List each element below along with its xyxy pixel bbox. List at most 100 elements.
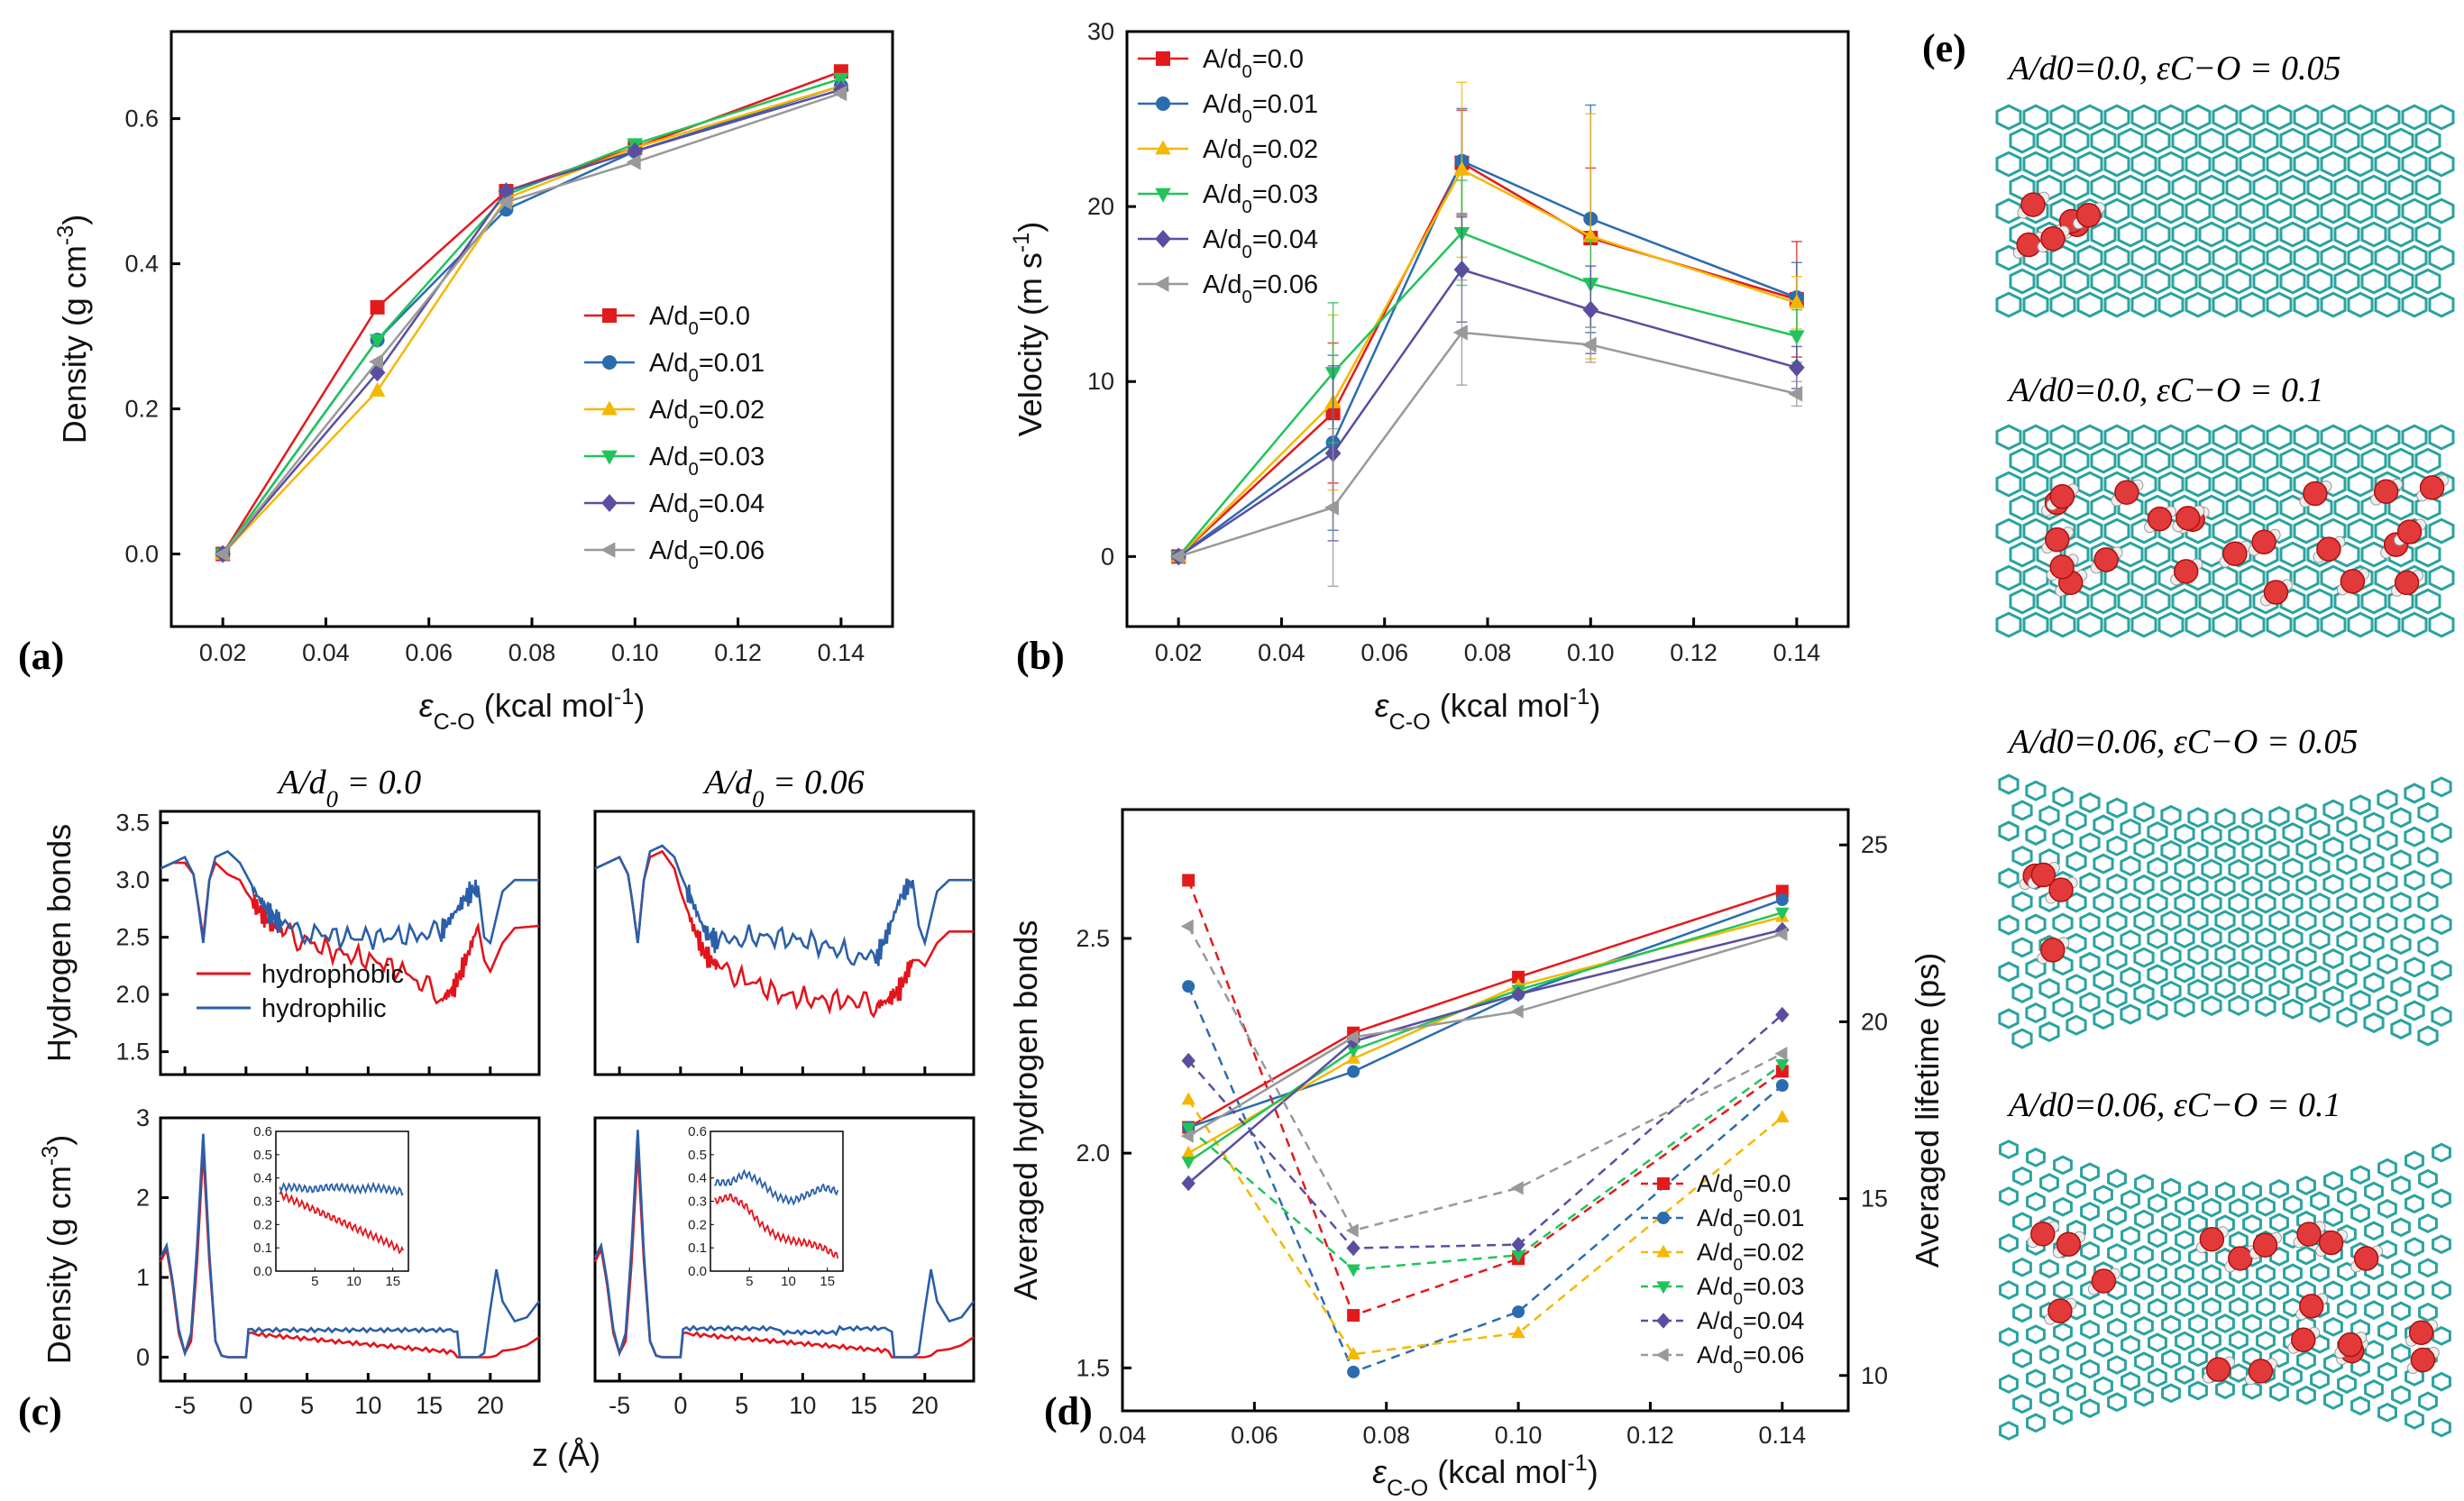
hexagon (2241, 944, 2263, 966)
hexagon (2185, 424, 2212, 451)
hexagon (2350, 1396, 2370, 1416)
hexagon (2103, 424, 2130, 451)
data-point (1581, 336, 1597, 353)
hexagon (2241, 910, 2263, 931)
oxygen-atom (2228, 1246, 2253, 1271)
oxygen-atom (2353, 1246, 2379, 1271)
legend-label: A/d0=0.03 (649, 443, 765, 480)
hexagon (2293, 151, 2320, 178)
y-tick-label: 3 (136, 1104, 150, 1131)
data-point (497, 194, 512, 210)
hexagon (2038, 977, 2060, 1000)
hexagon (2134, 1245, 2154, 1265)
hexagon (2117, 268, 2144, 295)
hexagon (2134, 1280, 2154, 1301)
hexagon (2103, 244, 2130, 271)
hexagon (2428, 517, 2455, 545)
hexagon (2103, 611, 2130, 638)
y-right-axis-label: Averaged lifetime (ps) (1909, 953, 1946, 1268)
hbond-data-point (1512, 970, 1525, 984)
hexagon (2093, 853, 2114, 874)
hexagon (2053, 1280, 2073, 1301)
x-tick-label: 10 (354, 1392, 381, 1419)
hexagon (2239, 244, 2266, 271)
oxygen-atom (2040, 938, 2066, 963)
hexagon (1999, 1374, 2019, 1394)
lifetime-data-point (1347, 1365, 1360, 1378)
inset-y-tick-label: 0.3 (253, 1194, 272, 1210)
x-axis-label: εC-O (kcal mol-1) (1375, 684, 1600, 735)
hexagon (1995, 471, 2022, 498)
hexagon (2350, 950, 2371, 972)
hexagon (2107, 1317, 2127, 1338)
lifetime-data-point (1511, 1325, 1525, 1339)
inset-line (713, 1193, 839, 1259)
hbond-data-point (1775, 893, 1789, 907)
hexagon (2310, 1262, 2330, 1283)
hexagon (2228, 961, 2249, 983)
hexagon (2387, 127, 2414, 154)
hexagon (2198, 127, 2225, 154)
lifetime-data-point (1346, 1346, 1360, 1359)
y-tick-label: 20 (1087, 193, 1114, 220)
hexagon (2214, 808, 2236, 829)
hexagon (2239, 151, 2266, 178)
hexagon (2266, 517, 2293, 545)
x-tick-label: 0.14 (1773, 639, 1821, 666)
hexagon (2391, 1217, 2411, 1238)
hexagon (2374, 151, 2401, 178)
legend-marker (1156, 96, 1170, 111)
hexagon (2121, 1371, 2140, 1392)
oxygen-atom (2045, 526, 2070, 553)
inset-x-tick-label: 15 (385, 1274, 400, 1289)
hexagon (2134, 1315, 2154, 1336)
hexagon (2174, 996, 2195, 1018)
hexagon (2363, 811, 2385, 833)
hexagon (2252, 268, 2279, 295)
lifetime-data-point (1510, 1181, 1524, 1195)
hexagon (2347, 611, 2374, 638)
hexagon (2144, 541, 2171, 568)
panel-b-velocity-chart: 0.02 0.04 0.06 0.08 0.10 0.12 0.14 0 10 20 30 εC-O … (1009, 18, 1850, 735)
hexagon (2306, 447, 2333, 474)
panel-e-snapshots (1995, 104, 2455, 1441)
oxygen-atom (2299, 1294, 2324, 1319)
oxygen-atom (2016, 232, 2041, 258)
hexagon (2133, 947, 2155, 968)
hexagon (2404, 1194, 2424, 1214)
legend-label: A/d0=0.04 (1697, 1307, 1804, 1343)
x-tick-label: 15 (850, 1392, 877, 1419)
hbond-data-point (1181, 1157, 1195, 1170)
hexagon (2323, 1316, 2343, 1337)
hexagon (2432, 1371, 2451, 1392)
hexagon (2414, 494, 2441, 521)
hexagon (2320, 424, 2347, 451)
hexagon (2282, 892, 2304, 914)
hexagon (2347, 291, 2374, 318)
hexagon (2296, 1245, 2316, 1266)
lifetime-data-point (1345, 1223, 1359, 1238)
hexagon (2214, 910, 2236, 931)
hexagon (2187, 944, 2209, 966)
hexagon (2076, 151, 2103, 178)
hexagon (2012, 1257, 2032, 1277)
data-point (1789, 294, 1805, 309)
hexagon (2333, 127, 2360, 154)
hexagon (2401, 197, 2428, 224)
hexagon (2063, 268, 2090, 295)
hexagon (2432, 1280, 2451, 1300)
hexagon (2428, 104, 2455, 131)
hexagon (2144, 268, 2171, 295)
hexagon (2117, 174, 2144, 201)
hexagon (2090, 221, 2117, 248)
oxygen-atom (2252, 1232, 2278, 1258)
hexagon (2063, 588, 2090, 615)
legend-label-hydrophilic: hydrophilic (261, 994, 387, 1023)
x-tick-label: 0.06 (1231, 1422, 1278, 1449)
hexagon (2228, 927, 2249, 948)
hexagon (2255, 927, 2276, 948)
legend-marker (601, 450, 618, 465)
hexagon (2215, 1280, 2235, 1301)
hexagon (2093, 1185, 2113, 1205)
hexagon (2414, 268, 2441, 295)
